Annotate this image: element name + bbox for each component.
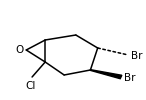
Text: Br: Br — [124, 73, 135, 83]
Text: Br: Br — [131, 51, 143, 61]
Text: Cl: Cl — [25, 81, 36, 91]
Polygon shape — [90, 70, 122, 79]
Text: O: O — [16, 45, 24, 55]
